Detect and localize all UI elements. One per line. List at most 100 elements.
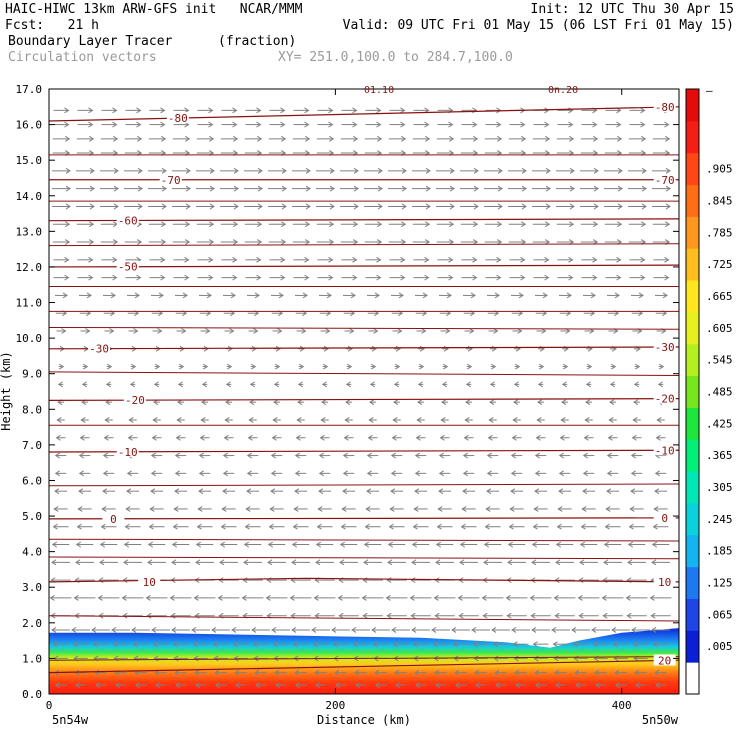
vector-arrowhead [232, 641, 238, 648]
vector-arrowhead [328, 221, 335, 228]
vector-arrowhead [352, 221, 359, 228]
vector-arrowhead [394, 669, 400, 676]
vector-arrowhead [385, 594, 391, 601]
vector-arrowhead [614, 669, 620, 676]
vector-arrowhead [557, 506, 563, 512]
vector-arrowhead [281, 203, 287, 210]
vector-arrowhead [634, 682, 641, 689]
vector-arrowhead [616, 221, 623, 228]
vector-arrowhead [578, 577, 584, 584]
vector-arrowhead [54, 488, 60, 495]
vector-arrowhead [510, 470, 517, 477]
vector-arrowhead [294, 452, 301, 459]
vector-arrowhead [150, 470, 157, 477]
vector-arrowhead [574, 669, 580, 676]
vector-arrowhead [208, 135, 215, 142]
contour-label-fragment: 01.10 [364, 85, 394, 96]
vector-arrowhead [184, 256, 190, 263]
vector-arrowhead [469, 328, 475, 334]
vector-arrowhead [462, 470, 469, 477]
vector-arrowhead [568, 256, 574, 263]
vector-arrowhead [232, 107, 238, 114]
vector-arrowhead [342, 452, 349, 459]
vector-arrowhead [560, 417, 566, 423]
vector-arrowhead [206, 292, 212, 299]
vector-arrowhead [160, 107, 166, 114]
x-tick-label: 200 [325, 699, 345, 712]
vector-arrowhead [154, 682, 161, 689]
vector-arrowhead [641, 167, 647, 174]
vector-arrowhead [555, 541, 562, 548]
colorbar-swatch [686, 343, 699, 377]
vector-arrowhead [562, 363, 569, 370]
vector-arrowhead [398, 292, 404, 299]
vector-arrowhead [174, 452, 181, 459]
vector-arrowhead [390, 488, 396, 495]
header-valid-time: Valid: 09 UTC Fri 01 May 15 (06 LST Fri … [342, 18, 734, 33]
y-tick-label: 14.0 [16, 190, 43, 203]
vector-arrowhead [208, 256, 214, 263]
vector-arrowhead [49, 594, 55, 601]
vector-arrowhead [81, 381, 88, 388]
vector-arrowhead [193, 655, 199, 662]
vector-arrowhead [559, 434, 565, 441]
vector-arrowhead [424, 239, 431, 245]
isotherm-label: 0 [661, 512, 668, 525]
colorbar-swatch [686, 89, 699, 122]
vector-arrowhead [198, 452, 205, 459]
vector-arrowhead [494, 292, 500, 299]
vector-arrowhead [377, 185, 383, 192]
vector-arrowhead [393, 399, 399, 406]
vector-arrowhead [161, 167, 167, 174]
vector-arrowhead [412, 523, 418, 530]
vector-arrowhead [463, 434, 469, 441]
vector-arrowhead [160, 274, 166, 281]
vector-arrowhead [417, 399, 423, 406]
vector-arrowhead [78, 452, 85, 459]
vector-arrowhead [472, 256, 478, 263]
vector-arrowhead [591, 627, 597, 633]
vector-arrowhead [314, 612, 320, 619]
contour-line [49, 326, 679, 330]
vector-arrowhead [436, 523, 442, 530]
contour-line [49, 615, 679, 622]
isotherm-label: -50 [118, 261, 138, 274]
vector-arrowhead [641, 185, 647, 192]
vector-arrowhead [161, 203, 167, 210]
vector-arrowhead [472, 274, 478, 281]
vector-arrowhead [509, 506, 515, 512]
vector-arrowhead [392, 417, 398, 423]
vector-arrowhead [352, 641, 358, 648]
colorbar-label: .905 [706, 163, 733, 176]
vector-arrowhead [411, 627, 417, 633]
vector-arrowhead [256, 221, 263, 228]
vector-arrowhead [136, 135, 143, 142]
vector-arrowhead [246, 488, 252, 495]
vector-arrowhead [486, 470, 493, 477]
vector-arrowhead [411, 541, 418, 548]
vector-arrowhead [281, 167, 287, 174]
vector-arrowhead [64, 135, 71, 142]
vector-arrowhead [249, 399, 255, 406]
y-tick-label: 6.0 [22, 474, 42, 487]
vector-arrowhead [345, 381, 352, 388]
vector-arrowhead [88, 121, 94, 128]
vector-arrowhead [569, 203, 575, 210]
vector-arrowhead [616, 256, 622, 263]
vector-arrowhead [160, 239, 167, 245]
vector-arrowhead [373, 328, 379, 334]
vector-arrowhead [280, 274, 286, 281]
vector-arrowhead [198, 488, 204, 495]
colorbar-swatch [686, 375, 699, 408]
vector-arrowhead [582, 470, 589, 477]
vector-arrowhead [532, 523, 538, 530]
vector-arrowhead [85, 328, 91, 334]
vector-arrowhead [566, 292, 572, 299]
vector-arrowhead [473, 185, 479, 192]
vector-arrowhead [184, 274, 190, 281]
vector-arrowhead [174, 682, 181, 689]
field-name: Boundary Layer Tracer [8, 34, 173, 49]
vector-arrowhead [313, 594, 319, 601]
vector-arrowhead [424, 274, 430, 281]
vector-arrowhead [394, 363, 401, 370]
